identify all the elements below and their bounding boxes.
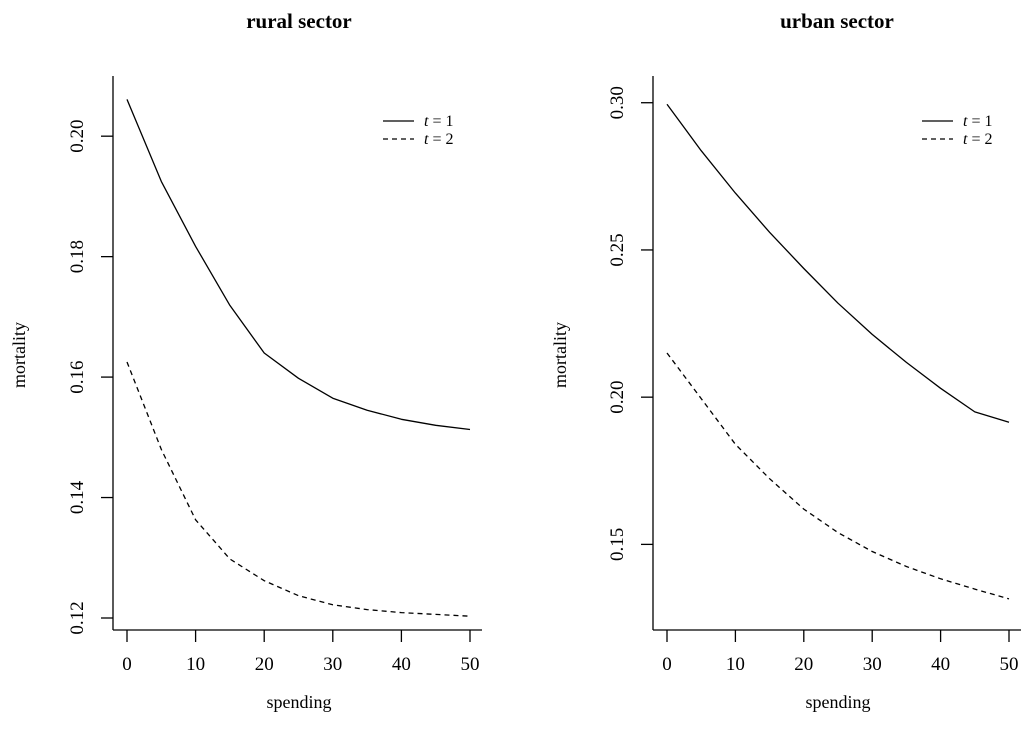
chart-2-legend-eq-2: = 2: [967, 131, 992, 148]
chart-2-series-2-line: [666, 352, 1010, 600]
chart-1-y-tick-label: 0.12: [67, 601, 88, 634]
chart-1-x-tick-label: 20: [255, 654, 274, 675]
chart-1-legend-var-2: t: [424, 131, 429, 148]
chart-1-y-tick-label: 0.18: [67, 240, 88, 273]
chart-1-x-tick-label: 0: [122, 654, 132, 675]
chart-2-legend-var-2: t: [963, 131, 968, 148]
chart-1-legend-label-2: t = 2: [424, 131, 453, 148]
chart-1-legend: t = 1t = 2: [383, 113, 453, 148]
chart-1-legend-eq-2: = 2: [428, 131, 453, 148]
chart-2-legend-eq-1: = 1: [967, 113, 992, 130]
chart-2-legend-label-1: t = 1: [963, 113, 992, 130]
chart-2-y-tick-label: 0.20: [607, 381, 628, 414]
chart-1-title: rural sector: [246, 9, 352, 33]
chart-2-y-axis-label: mortality: [550, 322, 570, 388]
chart-1-y-tick-label: 0.20: [67, 120, 88, 153]
chart-1-x-tick-label: 30: [323, 654, 342, 675]
chart-1-legend-eq-1: = 1: [428, 113, 453, 130]
chart-1-legend-var-1: t: [424, 113, 429, 130]
chart-2-legend: t = 1t = 2: [922, 113, 992, 148]
chart-1-x-tick-label: 10: [186, 654, 205, 675]
chart-1-y-axis-label: mortality: [9, 322, 29, 388]
chart-1-series-2-line: [126, 361, 471, 617]
chart-2-x-tick-label: 30: [863, 654, 882, 675]
chart-1-x-tick-label: 40: [392, 654, 411, 675]
chart-1-y-tick-label: 0.16: [67, 360, 88, 393]
chart-2-panel: 0 10 20 30 40 50 0.15 0.20 0.25 0.30 urban sector s…: [550, 9, 1021, 712]
chart-1-panel: 0 10 20 30 40 50 0.12 0.14 0.16 0.18 0.20 rural sec…: [9, 9, 482, 712]
chart-2-x-tick-label: 20: [794, 654, 813, 675]
chart-1-series-1-line: [126, 99, 471, 431]
chart-2-y-tick-label: 0.30: [607, 86, 628, 119]
chart-1-y-tick-label: 0.14: [67, 480, 88, 514]
chart-2-x-axis-label: spending: [806, 692, 871, 712]
chart-1-x-axis-label: spending: [267, 692, 332, 712]
chart-2-x-tick-label: 50: [1000, 654, 1019, 675]
chart-2-y-tick-label: 0.25: [607, 233, 628, 266]
chart-2-x-tick-label: 0: [662, 654, 672, 675]
chart-1-x-tick-label: 50: [461, 654, 480, 675]
chart-2-series-1-line: [666, 103, 1010, 423]
chart-2-y-tick-label: 0.15: [607, 528, 628, 561]
chart-2-legend-var-1: t: [963, 113, 968, 130]
chart-1-legend-label-1: t = 1: [424, 113, 453, 130]
chart-2-legend-label-2: t = 2: [963, 131, 992, 148]
chart-2-x-tick-label: 40: [931, 654, 950, 675]
chart-2-x-tick-label: 10: [726, 654, 745, 675]
chart-2-title: urban sector: [780, 9, 894, 33]
